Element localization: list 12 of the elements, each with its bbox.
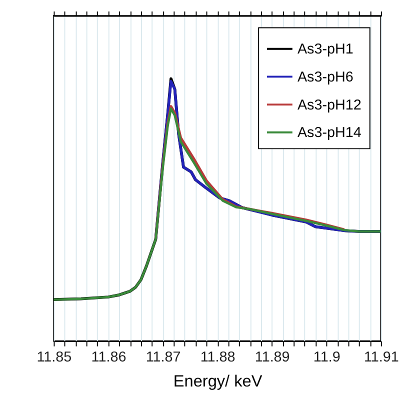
legend-label: As3-pH12 bbox=[297, 97, 362, 114]
legend-label: As3-pH6 bbox=[297, 70, 354, 86]
x-axis-title: Energy/ keV bbox=[173, 372, 262, 391]
x-tick-label: 11.87 bbox=[146, 350, 181, 366]
x-tick-label: 11.9 bbox=[313, 350, 340, 366]
legend-label: As3-pH14 bbox=[297, 125, 362, 142]
x-tick-label: 11.85 bbox=[36, 350, 72, 366]
x-tick-label: 11.89 bbox=[254, 350, 290, 366]
x-tick-label: 11.88 bbox=[200, 350, 236, 366]
x-tick-label: 11.86 bbox=[91, 350, 126, 366]
x-tick-label: 11.91 bbox=[364, 350, 399, 366]
legend-label: As3-pH1 bbox=[297, 42, 354, 58]
